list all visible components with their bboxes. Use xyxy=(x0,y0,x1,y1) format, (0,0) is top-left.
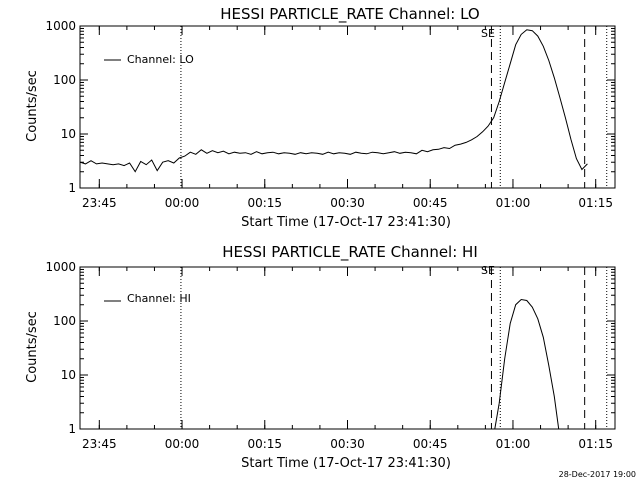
chart-title: HESSI PARTICLE_RATE Channel: HI xyxy=(222,243,478,262)
plot-frame xyxy=(79,25,616,189)
x-tick-label: 00:45 xyxy=(413,437,448,451)
x-tick-label: 00:45 xyxy=(413,196,448,210)
se-marker-label: SE xyxy=(481,27,495,40)
legend-label: Channel: LO xyxy=(127,53,194,66)
y-tick-label: 100 xyxy=(53,73,76,87)
y-tick-label: 1 xyxy=(68,422,76,436)
panel-hi: HESSI PARTICLE_RATE Channel: HI Start Ti… xyxy=(25,243,616,471)
y-tick-label: 10 xyxy=(61,127,76,141)
legend-label: Channel: HI xyxy=(127,292,191,305)
series-line xyxy=(79,29,588,173)
y-axis-label: Counts/sec xyxy=(25,70,40,142)
y-tick-label: 1000 xyxy=(45,19,76,33)
generation-timestamp: 28-Dec-2017 19:00 xyxy=(559,470,636,479)
x-tick-label: 01:00 xyxy=(496,196,531,210)
x-tick-label: 00:30 xyxy=(330,196,365,210)
y-axis-label: Counts/sec xyxy=(25,311,40,383)
x-tick-label: 00:00 xyxy=(165,196,200,210)
x-tick-label: 00:00 xyxy=(165,437,200,451)
series-line xyxy=(494,298,560,430)
se-marker-label: SE xyxy=(481,264,495,277)
x-tick-label: 23:45 xyxy=(82,196,117,210)
x-axis-label: Start Time (17-Oct-17 23:41:30) xyxy=(241,456,451,471)
y-tick-label: 10 xyxy=(61,368,76,382)
x-tick-label: 01:15 xyxy=(578,437,613,451)
y-tick-label: 100 xyxy=(53,314,76,328)
x-tick-label: 00:15 xyxy=(247,196,282,210)
x-tick-label: 01:00 xyxy=(496,437,531,451)
x-tick-label: 00:30 xyxy=(330,437,365,451)
y-tick-label: 1000 xyxy=(45,260,76,274)
x-tick-label: 01:15 xyxy=(578,196,613,210)
chart-title: HESSI PARTICLE_RATE Channel: LO xyxy=(220,5,479,24)
panel-lo: HESSI PARTICLE_RATE Channel: LO Start Ti… xyxy=(25,5,616,230)
x-axis-label: Start Time (17-Oct-17 23:41:30) xyxy=(241,215,451,230)
x-tick-label: 23:45 xyxy=(82,437,117,451)
y-tick-label: 1 xyxy=(68,181,76,195)
x-tick-label: 00:15 xyxy=(247,437,282,451)
